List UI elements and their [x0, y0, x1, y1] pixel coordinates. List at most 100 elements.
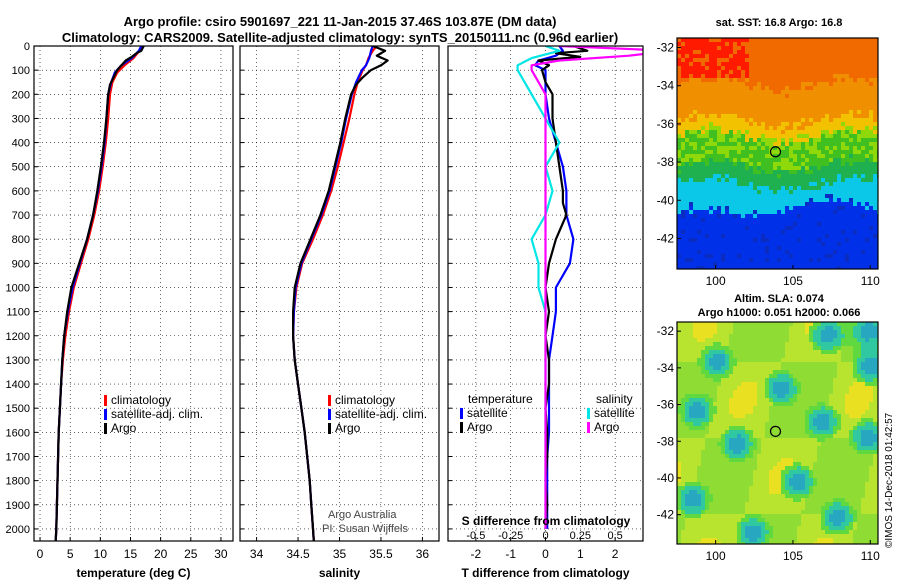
map-raster — [677, 322, 878, 544]
y-tick-label: 1400 — [6, 379, 30, 391]
y-tick-label: 700 — [12, 210, 30, 222]
x-tick-label: 0 — [542, 547, 549, 561]
map-y-tick-label: -34 — [657, 79, 675, 93]
map-y-tick-label: -42 — [657, 508, 675, 522]
legend-swatch — [460, 408, 463, 419]
y-tick-label: 2000 — [6, 524, 30, 536]
sst-map: 100 105 110 -32 -34 -36 -38 -40 -42 — [657, 38, 880, 288]
x-axis-label: temperature (deg C) — [76, 566, 190, 580]
x-tick-label: 34.5 — [286, 547, 310, 561]
x-tick-label: 2 — [612, 547, 619, 561]
s-difference-axis-label: S difference from climatology — [462, 514, 631, 528]
s-difference-tick-label: -0.25 — [498, 530, 523, 542]
legend-label: climatology — [335, 393, 395, 407]
legend-label: climatology — [111, 393, 171, 407]
legend-label: satellite — [594, 406, 635, 420]
map-y-tick-label: -38 — [657, 434, 675, 448]
x-tick-label: 10 — [94, 547, 108, 561]
credit-pi: PI: Susan Wijffels — [322, 523, 408, 535]
y-tick-label: 400 — [12, 138, 30, 150]
legend-label: satellite-adj. clim. — [111, 407, 203, 421]
map-x-tick-label: 105 — [783, 274, 803, 288]
map-y-tick-label: -36 — [657, 117, 675, 131]
s-difference-tick-label: 0 — [542, 530, 548, 542]
y-tick-label: 800 — [12, 234, 30, 246]
map-y-tick-label: -40 — [657, 193, 675, 207]
legend-swatch — [460, 422, 463, 433]
series-line-satellite-adj-clim- — [293, 46, 373, 541]
s-difference-tick-label: 0.5 — [607, 530, 622, 542]
x-axis-label: salinity — [319, 566, 361, 580]
y-tick-label: 900 — [12, 258, 30, 270]
x-tick-label: 30 — [214, 547, 228, 561]
s-difference-tick-label: 0.25 — [570, 530, 591, 542]
series-line-climatology — [56, 46, 143, 541]
map-y-tick-label: -32 — [657, 324, 675, 338]
series-line-argo — [293, 46, 388, 541]
map-y-tick-label: -34 — [657, 361, 675, 375]
x-tick-label: 15 — [124, 547, 138, 561]
x-tick-label: -1 — [505, 547, 516, 561]
map-raster — [677, 38, 878, 269]
y-tick-label: 200 — [12, 89, 30, 101]
y-tick-label: 600 — [12, 186, 30, 198]
legend-swatch — [587, 422, 590, 433]
legend-swatch — [587, 408, 590, 419]
map-y-tick-label: -42 — [657, 231, 675, 245]
y-tick-label: 1000 — [6, 282, 30, 294]
s-difference-tick-label: -0.5 — [466, 530, 485, 542]
legend-label: Argo — [335, 421, 361, 435]
figure-title-line2: Climatology: CARS2009. Satellite-adjuste… — [62, 30, 618, 45]
figure-title-line1: Argo profile: csiro 5901697_221 11-Jan-2… — [124, 14, 557, 29]
plot-frame — [34, 46, 233, 541]
map-y-tick-label: -36 — [657, 398, 675, 412]
y-tick-label: 1600 — [6, 427, 30, 439]
map-x-tick-label: 110 — [861, 274, 880, 288]
x-tick-label: 0 — [37, 547, 44, 561]
y-tick-label: 1100 — [6, 307, 30, 319]
legend-label: Argo — [467, 420, 493, 434]
map-y-tick-label: -38 — [657, 155, 675, 169]
x-tick-label: 35.5 — [369, 547, 393, 561]
legend-swatch — [328, 423, 331, 434]
legend-label: satellite — [467, 406, 508, 420]
y-tick-label: 100 — [12, 65, 30, 77]
legend-group-title: salinity — [596, 392, 633, 406]
x-tick-label: 5 — [67, 547, 74, 561]
map-x-tick-label: 110 — [861, 549, 880, 563]
imos-timestamp: ©IMOS 14-Dec-2018 01:42:57 — [884, 412, 895, 548]
map-x-tick-label: 100 — [706, 549, 726, 563]
y-tick-label: 1900 — [6, 500, 30, 512]
y-tick-label: 1500 — [6, 403, 30, 415]
credit-argo-australia: Argo Australia — [328, 509, 397, 521]
x-tick-label: 35 — [333, 547, 347, 561]
series-line-climatology — [293, 46, 377, 541]
legend-label: Argo — [594, 420, 620, 434]
map-x-tick-label: 100 — [706, 274, 726, 288]
sla-map-subtitle: Argo h1000: 0.051 h2000: 0.066 — [698, 307, 861, 319]
x-tick-label: 36 — [416, 547, 430, 561]
y-tick-label: 1700 — [6, 451, 30, 463]
x-axis-label: T difference from climatology — [461, 566, 629, 580]
legend-swatch — [104, 395, 107, 406]
y-tick-label: 300 — [12, 113, 30, 125]
x-tick-label: -2 — [471, 547, 482, 561]
legend-swatch — [104, 409, 107, 420]
map-y-tick-label: -32 — [657, 41, 675, 55]
y-tick-label: 0 — [24, 41, 30, 53]
legend-swatch — [104, 423, 107, 434]
series-line-satellite-adj-clim- — [56, 46, 142, 541]
sla-map: 100 105 110 -32 -34 -36 -38 -40 -42 — [657, 322, 880, 563]
map-y-tick-label: -40 — [657, 471, 675, 485]
map-x-tick-label: 105 — [783, 549, 803, 563]
legend-label: satellite-adj. clim. — [335, 407, 427, 421]
series-group — [293, 46, 388, 541]
sla-map-title: Altim. SLA: 0.074 — [734, 293, 825, 305]
y-tick-label: 1800 — [6, 476, 30, 488]
x-tick-label: 20 — [154, 547, 168, 561]
legend-swatch — [328, 395, 331, 406]
legend-swatch — [328, 409, 331, 420]
